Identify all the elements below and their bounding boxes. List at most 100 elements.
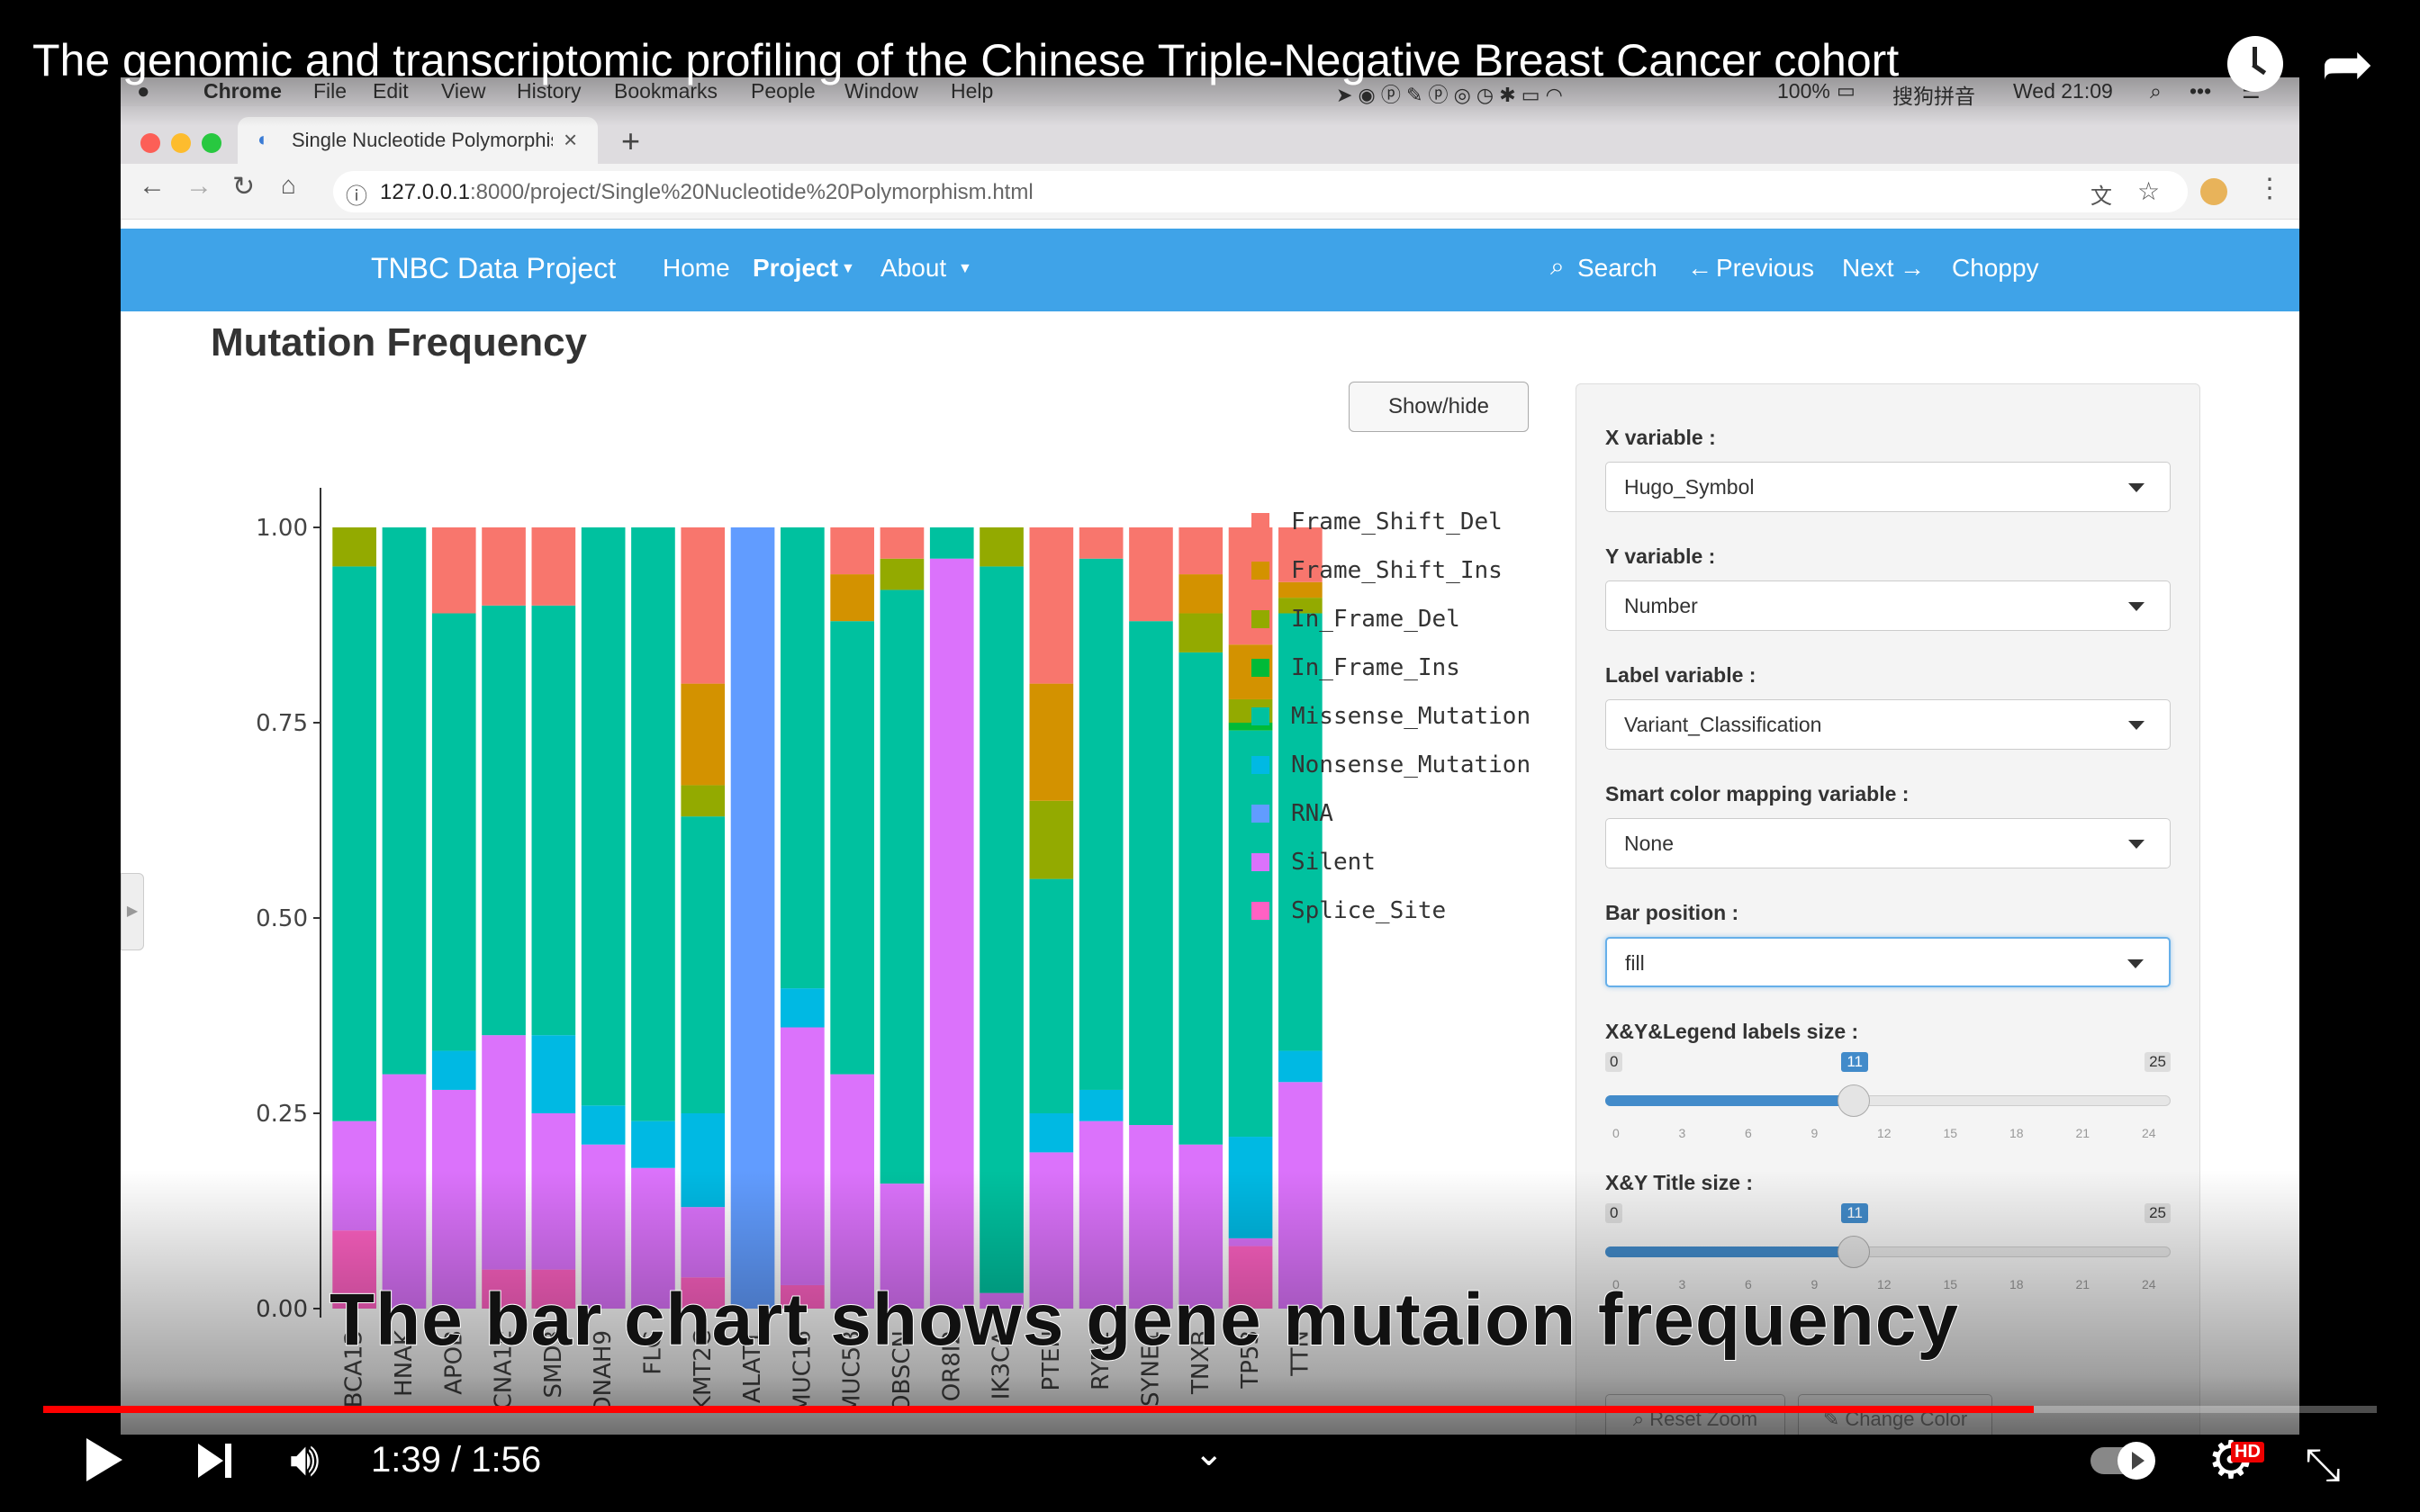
project-caret-icon: ▼ bbox=[841, 261, 855, 276]
bar-segment bbox=[681, 683, 726, 786]
search-icon: ⌕ bbox=[1550, 252, 1565, 280]
y-variable-select[interactable]: Number bbox=[1605, 580, 2171, 631]
slider-tick-label: 21 bbox=[2075, 1126, 2090, 1140]
bar-segment bbox=[1278, 581, 1323, 598]
nav-home[interactable]: Home bbox=[663, 254, 730, 282]
watch-later-icon[interactable] bbox=[2227, 36, 2283, 92]
home-icon[interactable]: ⌂ bbox=[281, 171, 296, 199]
y-variable-label: Y variable : bbox=[1605, 544, 1716, 568]
info-icon[interactable]: ⓘ bbox=[346, 184, 367, 209]
mutation-frequency-chart: 0.000.250.500.751.00BCA13HNAKAPOBCNA1ESM… bbox=[256, 488, 1531, 1415]
y-tick-label: 0.50 bbox=[256, 905, 308, 932]
volume-icon[interactable]: 🔊︎ bbox=[290, 1434, 320, 1486]
x-variable-value: Hugo_Symbol bbox=[1624, 475, 1755, 499]
bar-segment bbox=[1029, 800, 1074, 879]
show-hide-button[interactable]: Show/hide bbox=[1349, 382, 1529, 432]
nav-choppy[interactable]: Choppy bbox=[1952, 254, 2039, 282]
progress-bar[interactable] bbox=[43, 1406, 2377, 1413]
x-variable-label: X variable : bbox=[1605, 426, 1716, 449]
slider-tick-label: 24 bbox=[2142, 1126, 2156, 1140]
bar-segment bbox=[1278, 1050, 1323, 1083]
bar-segment bbox=[880, 590, 925, 1184]
exit-fullscreen-icon[interactable]: ⤡ bbox=[2305, 1439, 2341, 1490]
video-caption: The bar chart shows gene mutaion frequen… bbox=[329, 1278, 1959, 1362]
legend-label: In_Frame_Ins bbox=[1291, 654, 1460, 681]
bar-position-select[interactable]: fill bbox=[1605, 937, 2171, 987]
nav-about[interactable]: About bbox=[880, 254, 947, 282]
page-title: Mutation Frequency bbox=[211, 320, 588, 364]
bar-segment bbox=[631, 527, 675, 1121]
bar-segment bbox=[1129, 527, 1173, 622]
bar-segment bbox=[1029, 683, 1074, 801]
tab-title: Single Nucleotide Polymorphis bbox=[292, 129, 553, 151]
reload-icon[interactable]: ↻ bbox=[232, 172, 256, 202]
bar-segment bbox=[880, 558, 925, 590]
bar-segment bbox=[431, 527, 476, 614]
url-path: :8000/project/Single%20Nucleotide%20Poly… bbox=[470, 180, 1034, 204]
bar-segment bbox=[830, 574, 874, 622]
bar-segment bbox=[581, 527, 626, 1106]
time-display: 1:39 / 1:56 bbox=[371, 1440, 541, 1480]
nav-search[interactable]: Search bbox=[1577, 254, 1657, 282]
slider-value: 11 bbox=[1841, 1052, 1868, 1072]
address-bar[interactable]: ⓘ 127.0.0.1 :8000/project/Single%20Nucle… bbox=[333, 171, 2188, 212]
chevron-down-icon[interactable]: ⌄ bbox=[1194, 1434, 1224, 1473]
bar-position-label: Bar position : bbox=[1605, 901, 1739, 924]
nav-next[interactable]: Next bbox=[1842, 254, 1894, 282]
legend-swatch bbox=[1251, 756, 1269, 774]
labels-size-slider[interactable]: 0 25 11 0 3 6 9 12 15 18 21 24 bbox=[1605, 1052, 2171, 1151]
next-arrow-icon: → bbox=[1900, 254, 1925, 282]
slider-fill bbox=[1605, 1095, 1855, 1106]
bar-segment bbox=[681, 527, 726, 684]
nav-project[interactable]: Project bbox=[753, 254, 838, 282]
tab-close-icon[interactable]: × bbox=[564, 126, 578, 153]
bar-segment bbox=[431, 613, 476, 1051]
play-icon[interactable] bbox=[86, 1438, 122, 1481]
previous-arrow-icon: ← bbox=[1687, 254, 1712, 282]
progress-played bbox=[43, 1406, 2034, 1413]
bar-segment bbox=[1228, 723, 1273, 731]
window-minimize-button[interactable] bbox=[171, 133, 191, 153]
window-zoom-button[interactable] bbox=[202, 133, 221, 153]
time-separator: / bbox=[450, 1440, 462, 1480]
smart-color-select[interactable]: None bbox=[1605, 818, 2171, 868]
y-tick-label: 1.00 bbox=[256, 515, 308, 542]
profile-avatar[interactable] bbox=[2200, 178, 2227, 205]
bar-segment bbox=[681, 816, 726, 1113]
bar-segment bbox=[681, 785, 726, 817]
chevron-down-icon bbox=[2128, 602, 2145, 611]
sidebar-toggle-icon[interactable]: ▶ bbox=[121, 873, 144, 950]
bar-segment bbox=[531, 527, 576, 606]
bar-segment bbox=[1278, 598, 1323, 614]
video-title[interactable]: The genomic and transcriptomic profiling… bbox=[32, 35, 1900, 86]
new-tab-icon[interactable]: + bbox=[621, 122, 641, 159]
bar-segment bbox=[482, 605, 526, 1036]
autoplay-toggle[interactable] bbox=[2090, 1442, 2155, 1480]
bar-segment bbox=[431, 1050, 476, 1090]
bookmark-star-icon[interactable]: ☆ bbox=[2137, 177, 2161, 205]
share-icon[interactable]: ➦ bbox=[2321, 29, 2374, 99]
slider-handle[interactable] bbox=[1838, 1084, 1871, 1117]
bar-segment bbox=[332, 527, 376, 567]
x-variable-select[interactable]: Hugo_Symbol bbox=[1605, 462, 2171, 512]
chrome-menu-icon[interactable]: ⋮ bbox=[2256, 174, 2283, 203]
back-icon[interactable]: ← bbox=[139, 171, 166, 201]
slider-tick-label: 3 bbox=[1678, 1126, 1686, 1140]
navbar-brand[interactable]: TNBC Data Project bbox=[371, 252, 617, 284]
legend-swatch bbox=[1251, 610, 1269, 628]
window-close-button[interactable] bbox=[140, 133, 160, 153]
slider-min: 0 bbox=[1605, 1052, 1623, 1072]
nav-previous[interactable]: Previous bbox=[1716, 254, 1814, 282]
bar-segment bbox=[781, 527, 825, 989]
slider-tick-label: 9 bbox=[1810, 1126, 1819, 1140]
label-variable-select[interactable]: Variant_Classification bbox=[1605, 699, 2171, 750]
favicon-icon: ◐ bbox=[257, 128, 270, 150]
legend-label: Splice_Site bbox=[1291, 897, 1446, 924]
forward-icon[interactable]: → bbox=[185, 171, 212, 201]
translate-icon[interactable]: 文 bbox=[2090, 184, 2112, 209]
legend-swatch bbox=[1251, 513, 1269, 531]
label-variable-label: Label variable : bbox=[1605, 663, 1756, 687]
bar-segment bbox=[1029, 527, 1074, 684]
legend-swatch bbox=[1251, 853, 1269, 871]
